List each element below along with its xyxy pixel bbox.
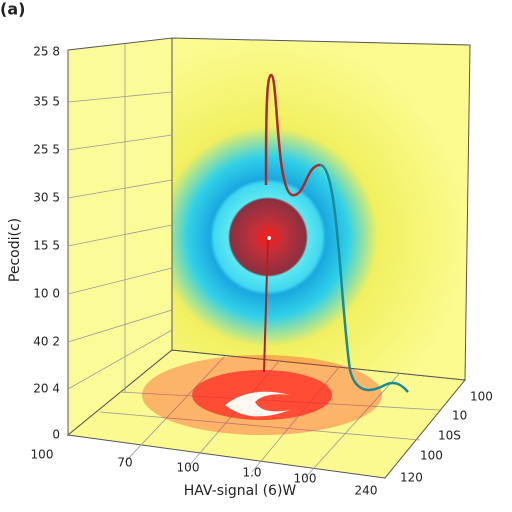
wall-grid <box>67 44 441 479</box>
x-label: HAV-signal (6)W <box>184 483 297 499</box>
x-tick-label: 100 <box>177 461 200 475</box>
z-tick-label: 100 <box>470 390 493 404</box>
z-tick-label: 100 <box>420 449 443 463</box>
y-tick-label: 10 0 <box>33 287 60 301</box>
x-tick-label: 1.0 <box>242 466 261 480</box>
y-tick-label: 30 5 <box>33 191 60 205</box>
y-tick-label: 25 5 <box>33 143 60 157</box>
floor-crescent <box>225 391 290 417</box>
y-tick-label: 25 8 <box>33 45 60 59</box>
y-tick-label: 40 2 <box>33 335 60 349</box>
red-curve <box>264 73 321 197</box>
z-tick-label: 120 <box>400 471 423 485</box>
z-tick-label: 10S <box>438 429 461 443</box>
teal-curve <box>319 163 409 393</box>
z-tick-label: 10 <box>452 409 467 423</box>
x-tick-label: 100 <box>294 472 317 486</box>
x-tick-label: 240 <box>355 484 378 498</box>
back-wall <box>171 37 471 381</box>
x-tick-label: 100 <box>31 448 54 462</box>
y-tick-label: 35 5 <box>33 95 60 109</box>
center-dot <box>267 236 271 240</box>
panel-label: (a) <box>0 0 25 19</box>
x-tick-label: 70 <box>117 456 132 470</box>
y-label: Pecodi(c) <box>7 218 23 282</box>
stem <box>263 236 269 373</box>
y-tick-label: 0 <box>52 428 60 442</box>
y-tick-label: 15 5 <box>33 239 60 253</box>
y-tick-label: 20 4 <box>33 382 60 396</box>
